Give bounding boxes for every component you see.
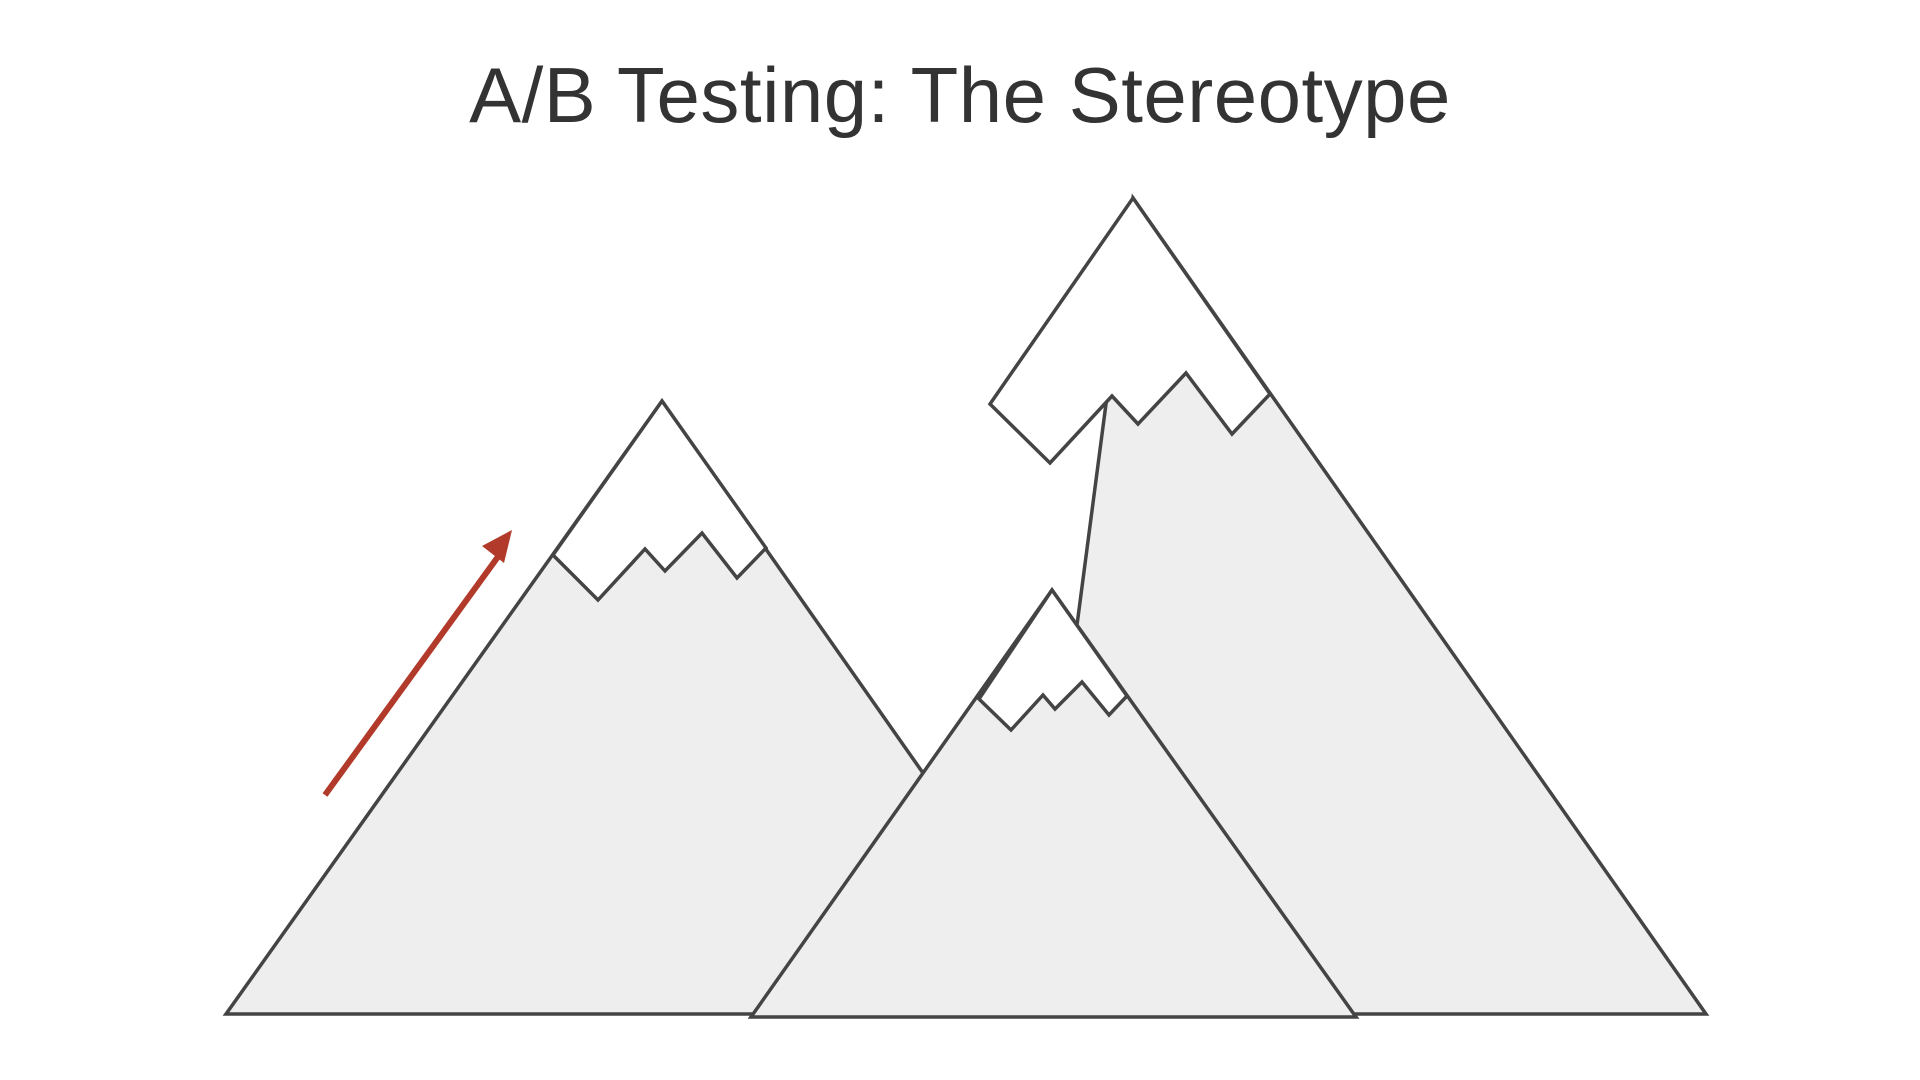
tall-right-mountain-snow	[987, 194, 1273, 466]
front-center-mountain-body	[747, 586, 1360, 1019]
front-center-mountain-snow	[976, 586, 1130, 733]
ascent-arrow-head	[482, 530, 512, 563]
ascent-arrow-shaft	[322, 552, 503, 797]
ascent-arrow	[322, 530, 512, 797]
slide-title: A/B Testing: The Stereotype	[469, 51, 1451, 139]
front-center-mountain	[747, 586, 1360, 1019]
left-mountain-snow	[550, 397, 769, 603]
